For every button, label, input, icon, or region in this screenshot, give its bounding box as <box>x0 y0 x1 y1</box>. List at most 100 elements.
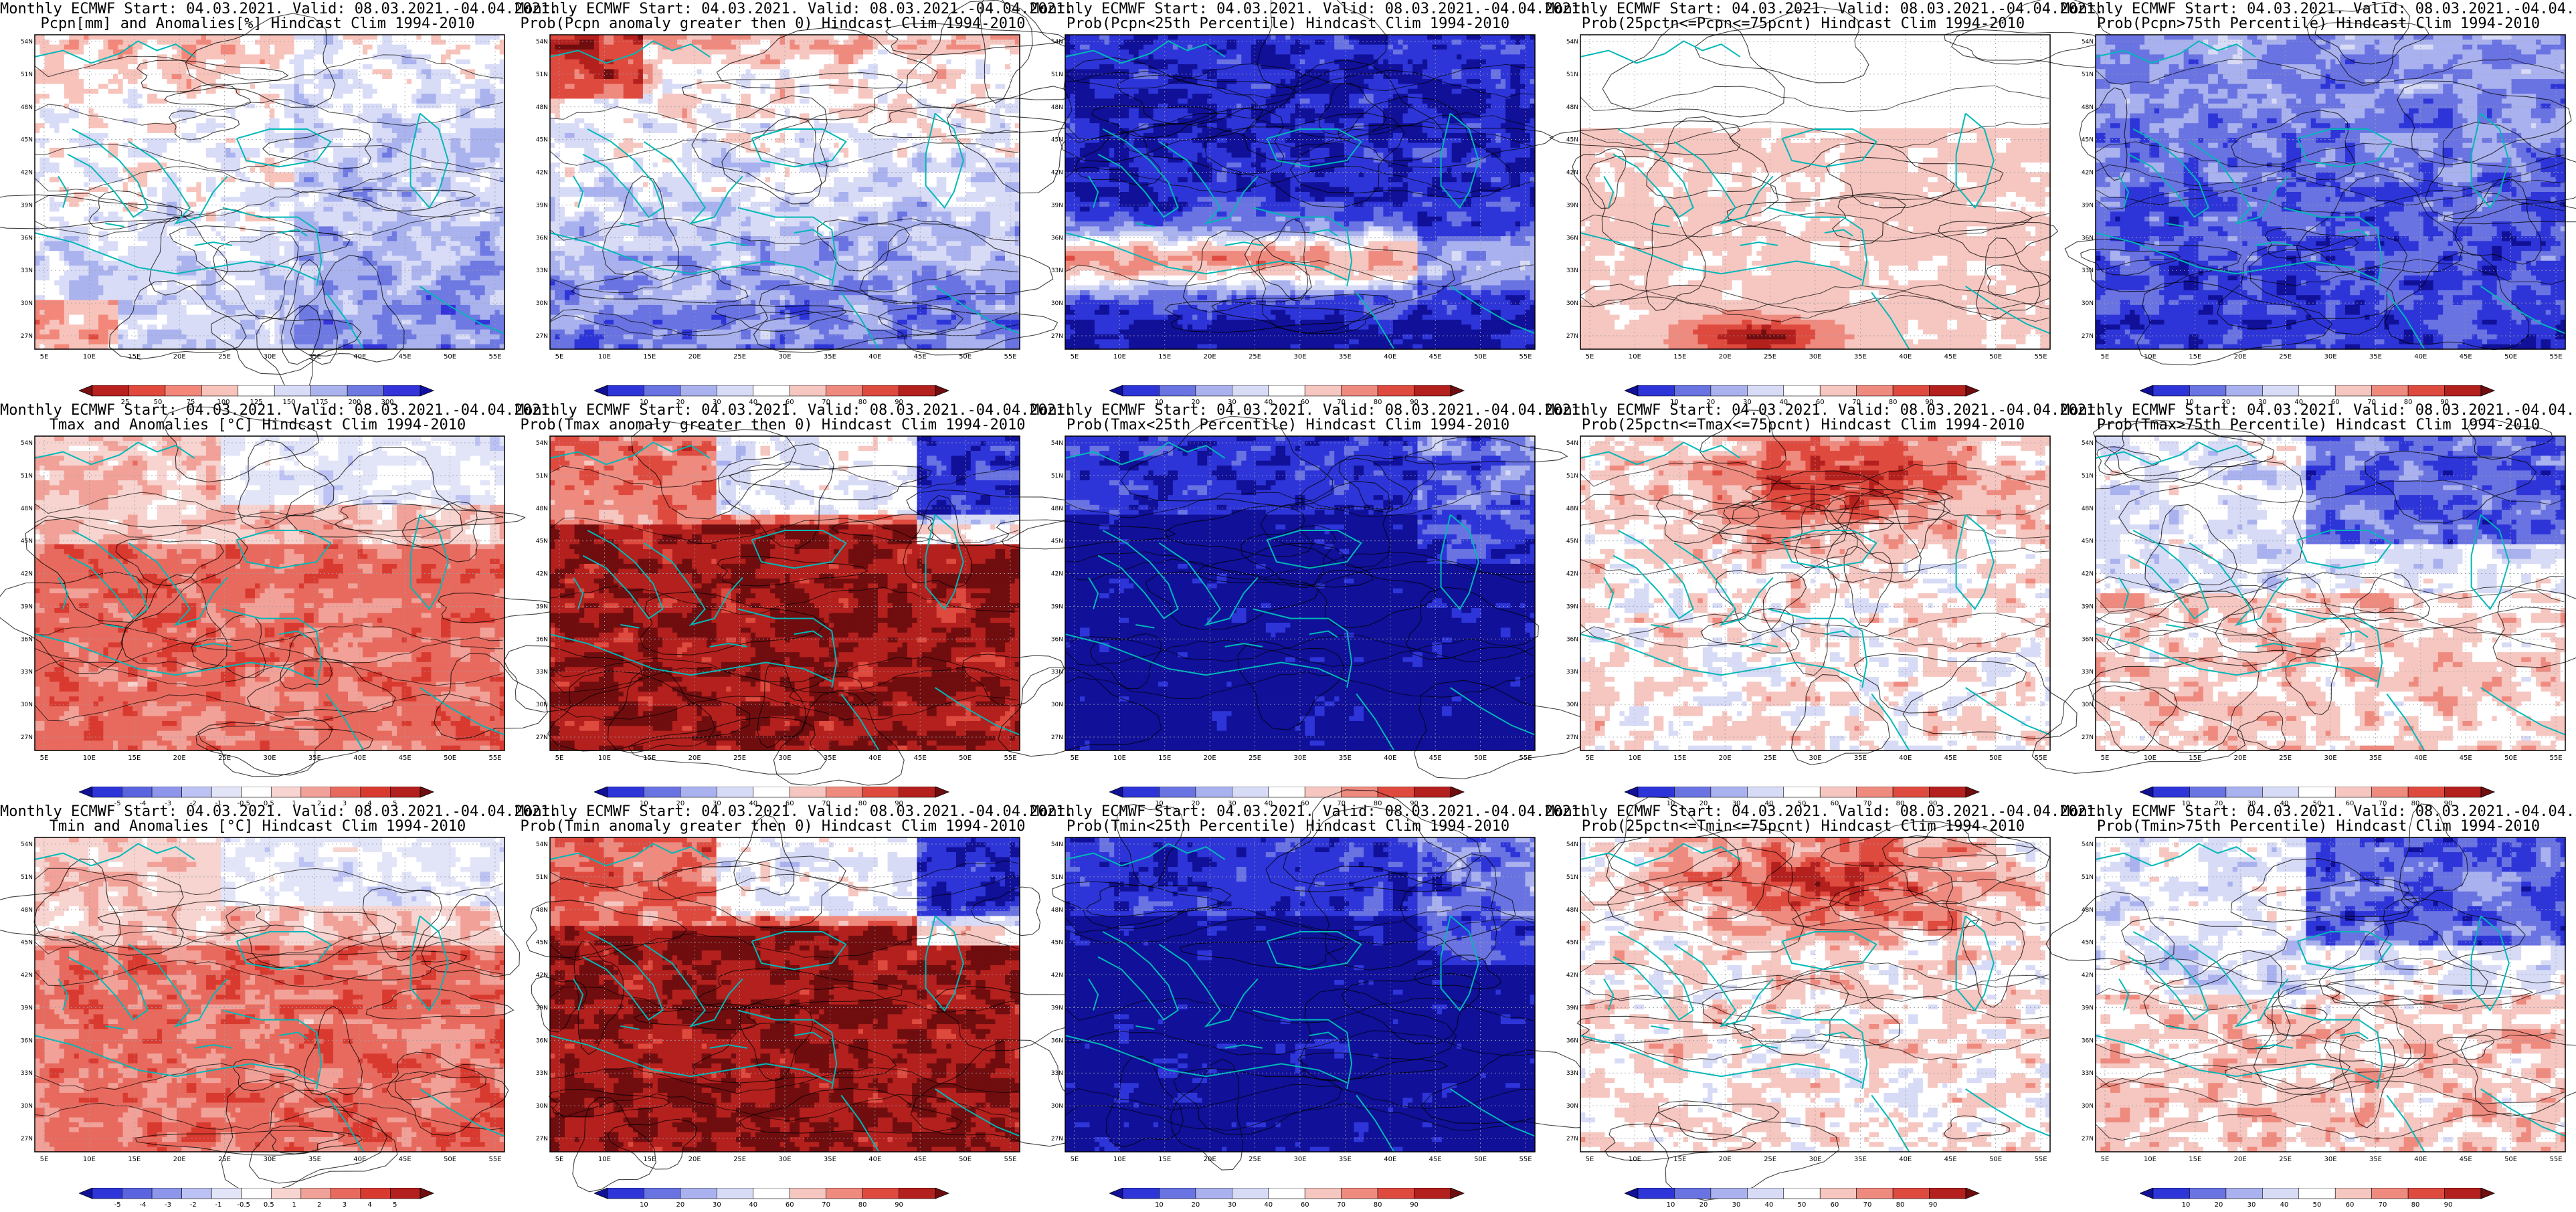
lat-tick-label: 51N <box>2082 72 2094 78</box>
lat-tick-label: 45N <box>1566 137 1578 144</box>
colorbar-swatch <box>331 787 361 797</box>
colorbar: 10 20 30 40 50 60 70 80 90 <box>1625 1188 1993 1212</box>
colorbar-swatch <box>862 787 899 797</box>
lon-tick-label: 35E <box>308 353 321 361</box>
lon-tick-label: 30E <box>1809 1156 1821 1163</box>
lat-tick-label: 39N <box>536 1005 548 1011</box>
colorbar-swatch <box>271 1188 301 1199</box>
colorbar-swatch <box>271 787 301 797</box>
colorbar-min-arrow <box>594 385 608 396</box>
lon-tick-label: 50E <box>444 353 456 361</box>
colorbar-swatch <box>1305 787 1341 797</box>
colorbar-label: -4 <box>139 1201 146 1209</box>
colorbar-swatch <box>1269 1188 1305 1199</box>
lon-tick-label: 5E <box>1071 353 1079 361</box>
colorbar-swatch <box>1711 787 1747 797</box>
lon-tick-label: 40E <box>353 1156 366 1163</box>
panel-title-line2: Prob(Tmax>75th Percentile) Hindcast Clim… <box>2061 417 2576 433</box>
lon-tick-label: 55E <box>2034 1156 2047 1163</box>
lon-tick-label: 25E <box>218 754 231 762</box>
colorbar-swatch <box>826 385 862 396</box>
colorbar-swatch <box>608 787 644 797</box>
colorbar-swatch <box>2408 787 2444 797</box>
colorbar-swatch <box>1638 787 1674 797</box>
colorbar-label: 30 <box>1732 1201 1741 1209</box>
forecast-map: 5E 10E 15E 20E 25E 30E 35E 40E 45E 50E 55E54N51N48… <box>1045 35 1542 364</box>
lon-tick-label: 5E <box>40 353 49 361</box>
lon-tick-label: 10E <box>1629 1156 1641 1163</box>
lon-tick-label: 20E <box>1719 353 1732 361</box>
lon-tick-label: 30E <box>263 1156 276 1163</box>
colorbar-min-arrow <box>1109 1188 1123 1199</box>
lon-tick-label: 55E <box>2549 353 2562 361</box>
lon-tick-label: 55E <box>488 1156 501 1163</box>
lat-tick-label: 51N <box>1051 473 1063 480</box>
colorbar-swatch <box>1747 385 1783 396</box>
lat-tick-label: 48N <box>1051 907 1063 914</box>
lon-tick-label: 50E <box>1989 1156 2002 1163</box>
lat-tick-label: 48N <box>21 104 33 111</box>
colorbar: 10 20 30 40 50 60 70 80 90 <box>2140 1188 2508 1212</box>
colorbar-label: -1 <box>215 1201 221 1209</box>
lon-tick-label: 50E <box>1474 754 1487 762</box>
colorbar-swatch <box>2445 385 2481 396</box>
colorbar-swatch <box>301 787 331 797</box>
lon-tick-label: 20E <box>1719 1156 1732 1163</box>
panel-title-line2: Tmin and Anomalies [°C] Hindcast Clim 19… <box>0 819 515 835</box>
lon-tick-label: 35E <box>308 1156 321 1163</box>
lon-tick-label: 25E <box>1764 353 1776 361</box>
colorbar-swatch <box>1893 787 1929 797</box>
lat-tick-label: 42N <box>536 973 548 979</box>
lat-tick-label: 27N <box>1051 734 1063 741</box>
colorbar-swatch <box>1820 787 1856 797</box>
lon-tick-label: 45E <box>1944 754 1957 762</box>
lat-tick-label: 27N <box>1051 333 1063 340</box>
lon-tick-label: 20E <box>1204 353 1216 361</box>
colorbar-swatch <box>1159 787 1195 797</box>
colorbar-swatch <box>1820 385 1856 396</box>
colorbar-label: 10 <box>2182 1201 2191 1209</box>
lon-tick-label: 55E <box>2549 1156 2562 1163</box>
lon-tick-label: 5E <box>2101 754 2110 762</box>
forecast-map: 5E 10E 15E 20E 25E 30E 35E 40E 45E 50E 55E54N51N48… <box>530 837 1026 1167</box>
colorbar-label: -3 <box>165 1201 171 1209</box>
panel-title-line2: Prob(Pcpn<25th Percentile) Hindcast Clim… <box>1030 16 1546 32</box>
lat-tick-label: 51N <box>21 72 33 78</box>
lon-tick-label: 15E <box>1158 1156 1171 1163</box>
lon-tick-label: 30E <box>778 754 791 762</box>
lon-tick-label: 45E <box>399 1156 411 1163</box>
colorbar-swatch <box>1232 1188 1268 1199</box>
colorbar-label: 40 <box>749 1201 757 1209</box>
colorbar-swatch <box>152 1188 182 1199</box>
colorbar-swatch <box>2335 385 2371 396</box>
lat-tick-label: 54N <box>1051 440 1063 447</box>
lon-tick-label: 25E <box>218 353 231 361</box>
lon-tick-label: 50E <box>959 353 972 361</box>
lon-tick-label: 45E <box>2460 1156 2472 1163</box>
colorbar-swatch <box>1784 1188 1820 1199</box>
lon-tick-label: 20E <box>173 1156 186 1163</box>
lon-tick-label: 15E <box>128 1156 141 1163</box>
lon-tick-label: 55E <box>488 353 501 361</box>
lon-tick-label: 50E <box>959 1156 972 1163</box>
lat-tick-label: 33N <box>536 669 548 676</box>
colorbar-swatch <box>1378 1188 1414 1199</box>
colorbar-label: 70 <box>1337 1201 1346 1209</box>
lat-tick-label: 27N <box>2082 1136 2094 1142</box>
lon-tick-label: 55E <box>2034 754 2047 762</box>
lat-tick-label: 54N <box>1051 841 1063 848</box>
colorbar-swatch <box>899 787 935 797</box>
colorbar-min-arrow <box>1625 385 1638 396</box>
colorbar-swatch <box>1893 385 1929 396</box>
lat-tick-label: 33N <box>536 268 548 274</box>
lat-tick-label: 45N <box>2082 538 2094 545</box>
colorbar-label: 50 <box>2313 1201 2322 1209</box>
colorbar-swatch <box>1123 1188 1159 1199</box>
colorbar-min-arrow <box>1109 787 1123 797</box>
lon-tick-label: 40E <box>868 353 881 361</box>
colorbar-swatch <box>862 1188 899 1199</box>
lat-tick-label: 48N <box>1566 104 1578 111</box>
lon-tick-label: 5E <box>555 353 564 361</box>
colorbar-label: 90 <box>895 1201 903 1209</box>
lat-tick-label: 42N <box>21 571 33 578</box>
